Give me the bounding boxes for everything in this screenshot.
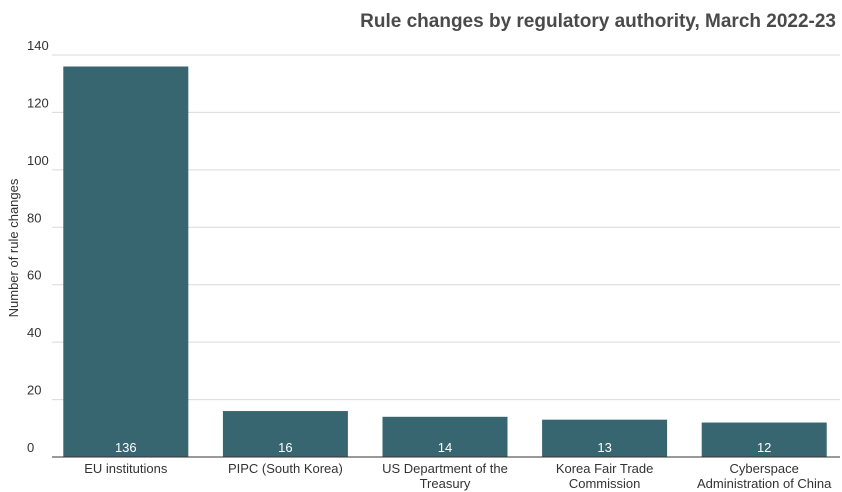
y-tick-label-120: 120 bbox=[27, 95, 49, 110]
x-tick-label-4-0: Cyberspace bbox=[730, 461, 799, 476]
chart-title: Rule changes by regulatory authority, Ma… bbox=[360, 11, 836, 32]
data-label-4: 12 bbox=[757, 440, 771, 455]
y-tick-label-80: 80 bbox=[27, 210, 41, 225]
bar-1 bbox=[222, 411, 348, 457]
bars bbox=[63, 66, 827, 457]
data-label-1: 16 bbox=[278, 440, 292, 455]
bar-2 bbox=[382, 416, 508, 457]
x-tick-label-4-1: Administration of China bbox=[697, 476, 832, 491]
data-label-0: 136 bbox=[115, 440, 137, 455]
y-axis-ticks: 0 20 40 60 80 100 120 140 bbox=[27, 38, 49, 455]
y-tick-label-20: 20 bbox=[27, 383, 41, 398]
bar-0 bbox=[63, 66, 189, 457]
data-label-2: 14 bbox=[438, 440, 452, 455]
y-tick-label-0: 0 bbox=[27, 440, 34, 455]
x-tick-label-2-0: US Department of the bbox=[382, 461, 508, 476]
x-tick-label-3-0: Korea Fair Trade bbox=[556, 461, 654, 476]
y-tick-label-100: 100 bbox=[27, 153, 49, 168]
data-labels: 136 16 14 13 12 bbox=[115, 440, 771, 455]
bar-4 bbox=[701, 422, 827, 457]
y-tick-label-40: 40 bbox=[27, 325, 41, 340]
x-tick-label-3-1: Commission bbox=[569, 476, 641, 491]
x-tick-label-0-0: EU institutions bbox=[84, 461, 168, 476]
y-tick-label-60: 60 bbox=[27, 268, 41, 283]
bar-3 bbox=[542, 419, 668, 457]
x-axis-ticks: EU institutions PIPC (South Korea) US Depa… bbox=[84, 461, 832, 491]
y-axis-label: Number of rule changes bbox=[6, 178, 21, 317]
x-tick-label-1-0: PIPC (South Korea) bbox=[228, 461, 343, 476]
data-label-3: 13 bbox=[597, 440, 611, 455]
x-tick-label-2-1: Treasury bbox=[420, 476, 471, 491]
y-tick-label-140: 140 bbox=[27, 38, 49, 53]
